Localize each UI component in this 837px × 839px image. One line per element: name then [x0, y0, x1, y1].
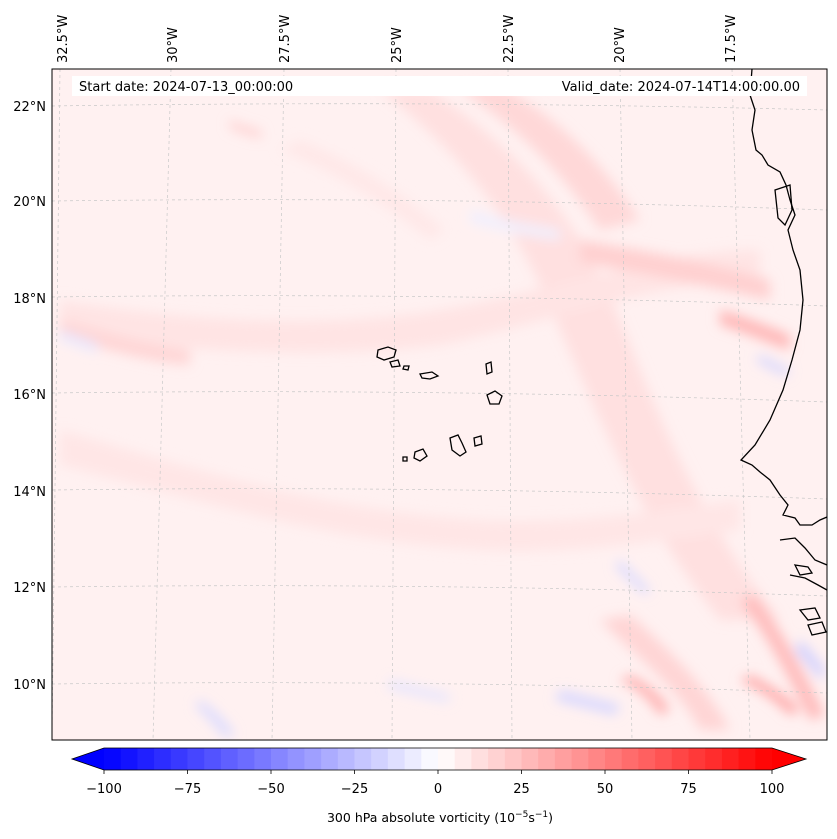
colorbar-segment	[304, 748, 322, 770]
colorbar-segment	[220, 748, 239, 770]
lat-label: 10°N	[13, 678, 46, 693]
cape-verde-islands	[376, 346, 503, 462]
colorbar-segment	[421, 748, 439, 770]
colorbar-segment	[237, 748, 255, 770]
colorbar-segment	[271, 748, 289, 770]
colorbar-segment	[504, 748, 522, 770]
valid-date-label: Valid_date: 2024-07-14T14:00:00.00	[562, 80, 800, 95]
colorbar-segment	[438, 748, 456, 770]
colorbar-segment	[621, 748, 639, 770]
colorbar-segment	[738, 748, 756, 770]
lon-label: 17.5°W	[724, 15, 739, 63]
island-maio	[473, 435, 483, 447]
lat-label: 20°N	[13, 195, 46, 210]
island-santiago	[449, 434, 467, 457]
colorbar-segment	[187, 748, 205, 770]
cbar-tick-label: 25	[513, 782, 530, 797]
colorbar-segment	[571, 748, 589, 770]
vorticity-field	[60, 85, 825, 738]
colorbar-segment	[387, 748, 406, 770]
colorbar-segment	[170, 748, 188, 770]
colorbar-segment	[287, 748, 305, 770]
cbar-tick-label: 75	[680, 782, 697, 797]
colorbar-ticks	[103, 770, 773, 774]
colorbar: −100 −75 −50 −25 0 25 50 75 100 300 hPa …	[70, 747, 808, 825]
cbar-tick-label: −50	[257, 782, 284, 797]
colorbar-segment	[154, 748, 172, 770]
cbar-tick-label: −100	[86, 782, 122, 797]
cbar-tick-label: −75	[174, 782, 201, 797]
african-coastline	[739, 69, 827, 526]
island-fogo	[413, 448, 428, 462]
colorbar-segment	[554, 748, 573, 770]
colorbar-segment	[454, 748, 472, 770]
colorbar-segment	[104, 748, 122, 770]
longitude-labels: 32.5°W 30°W 27.5°W 25°W 22.5°W 20°W 17.5…	[56, 15, 739, 63]
island-boa-vista	[486, 390, 503, 405]
colorbar-segment	[371, 748, 389, 770]
colorbar-segment	[471, 748, 489, 770]
map-area	[52, 69, 827, 740]
colorbar-segment	[521, 748, 539, 770]
colorbar-segment	[404, 748, 422, 770]
colorbar-segment	[638, 748, 656, 770]
colorbar-label: 300 hPa absolute vorticity (10−5s−1)	[327, 810, 553, 825]
lon-label: 32.5°W	[56, 15, 71, 63]
map-frame	[51, 68, 828, 741]
lat-label: 14°N	[13, 485, 46, 500]
colorbar-segments	[104, 748, 773, 770]
cbar-tick-label: 50	[597, 782, 614, 797]
start-date-label: Start date: 2024-07-13_00:00:00	[79, 80, 293, 95]
colorbar-segment	[354, 748, 372, 770]
colorbar-segment	[204, 748, 222, 770]
colorbar-segment	[254, 748, 272, 770]
colorbar-segment	[321, 748, 339, 770]
colorbar-segment	[688, 748, 706, 770]
lat-label: 16°N	[13, 388, 46, 403]
lon-label: 22.5°W	[502, 15, 517, 63]
lon-label: 20°W	[613, 27, 628, 63]
island-santa-luzia	[402, 365, 410, 371]
island-brava	[402, 456, 408, 462]
colorbar-high-extension	[772, 748, 806, 770]
colorbar-low-extension	[72, 748, 104, 770]
latitude-labels: 22°N 20°N 18°N 16°N 14°N 12°N 10°N	[13, 100, 46, 693]
colorbar-segment	[588, 748, 606, 770]
colorbar-segment	[721, 748, 740, 770]
lat-label: 22°N	[13, 100, 46, 115]
cbar-tick-label: 100	[760, 782, 785, 797]
colorbar-segment	[605, 748, 623, 770]
lat-label: 18°N	[13, 292, 46, 307]
lat-label: 12°N	[13, 581, 46, 596]
colorbar-segment	[671, 748, 689, 770]
island-sao-vicente	[389, 359, 401, 368]
cbar-tick-label: 0	[434, 782, 442, 797]
island-santo-antao	[376, 346, 397, 361]
island-sao-nicolau	[419, 371, 440, 380]
colorbar-tick-labels: −100 −75 −50 −25 0 25 50 75 100	[86, 782, 784, 797]
colorbar-segment	[755, 748, 773, 770]
lon-label: 27.5°W	[278, 15, 293, 63]
colorbar-segment	[705, 748, 723, 770]
island-sal	[485, 361, 493, 375]
graticule	[52, 69, 827, 740]
colorbar-segment	[655, 748, 673, 770]
lon-label: 25°W	[390, 27, 405, 63]
colorbar-segment	[538, 748, 556, 770]
colorbar-segment	[337, 748, 355, 770]
cbar-tick-label: −25	[341, 782, 368, 797]
header-strip	[72, 76, 807, 96]
coastlines	[739, 69, 827, 636]
lon-label: 30°W	[166, 27, 181, 63]
colorbar-segment	[137, 748, 155, 770]
colorbar-segment	[120, 748, 138, 770]
colorbar-segment	[488, 748, 506, 770]
